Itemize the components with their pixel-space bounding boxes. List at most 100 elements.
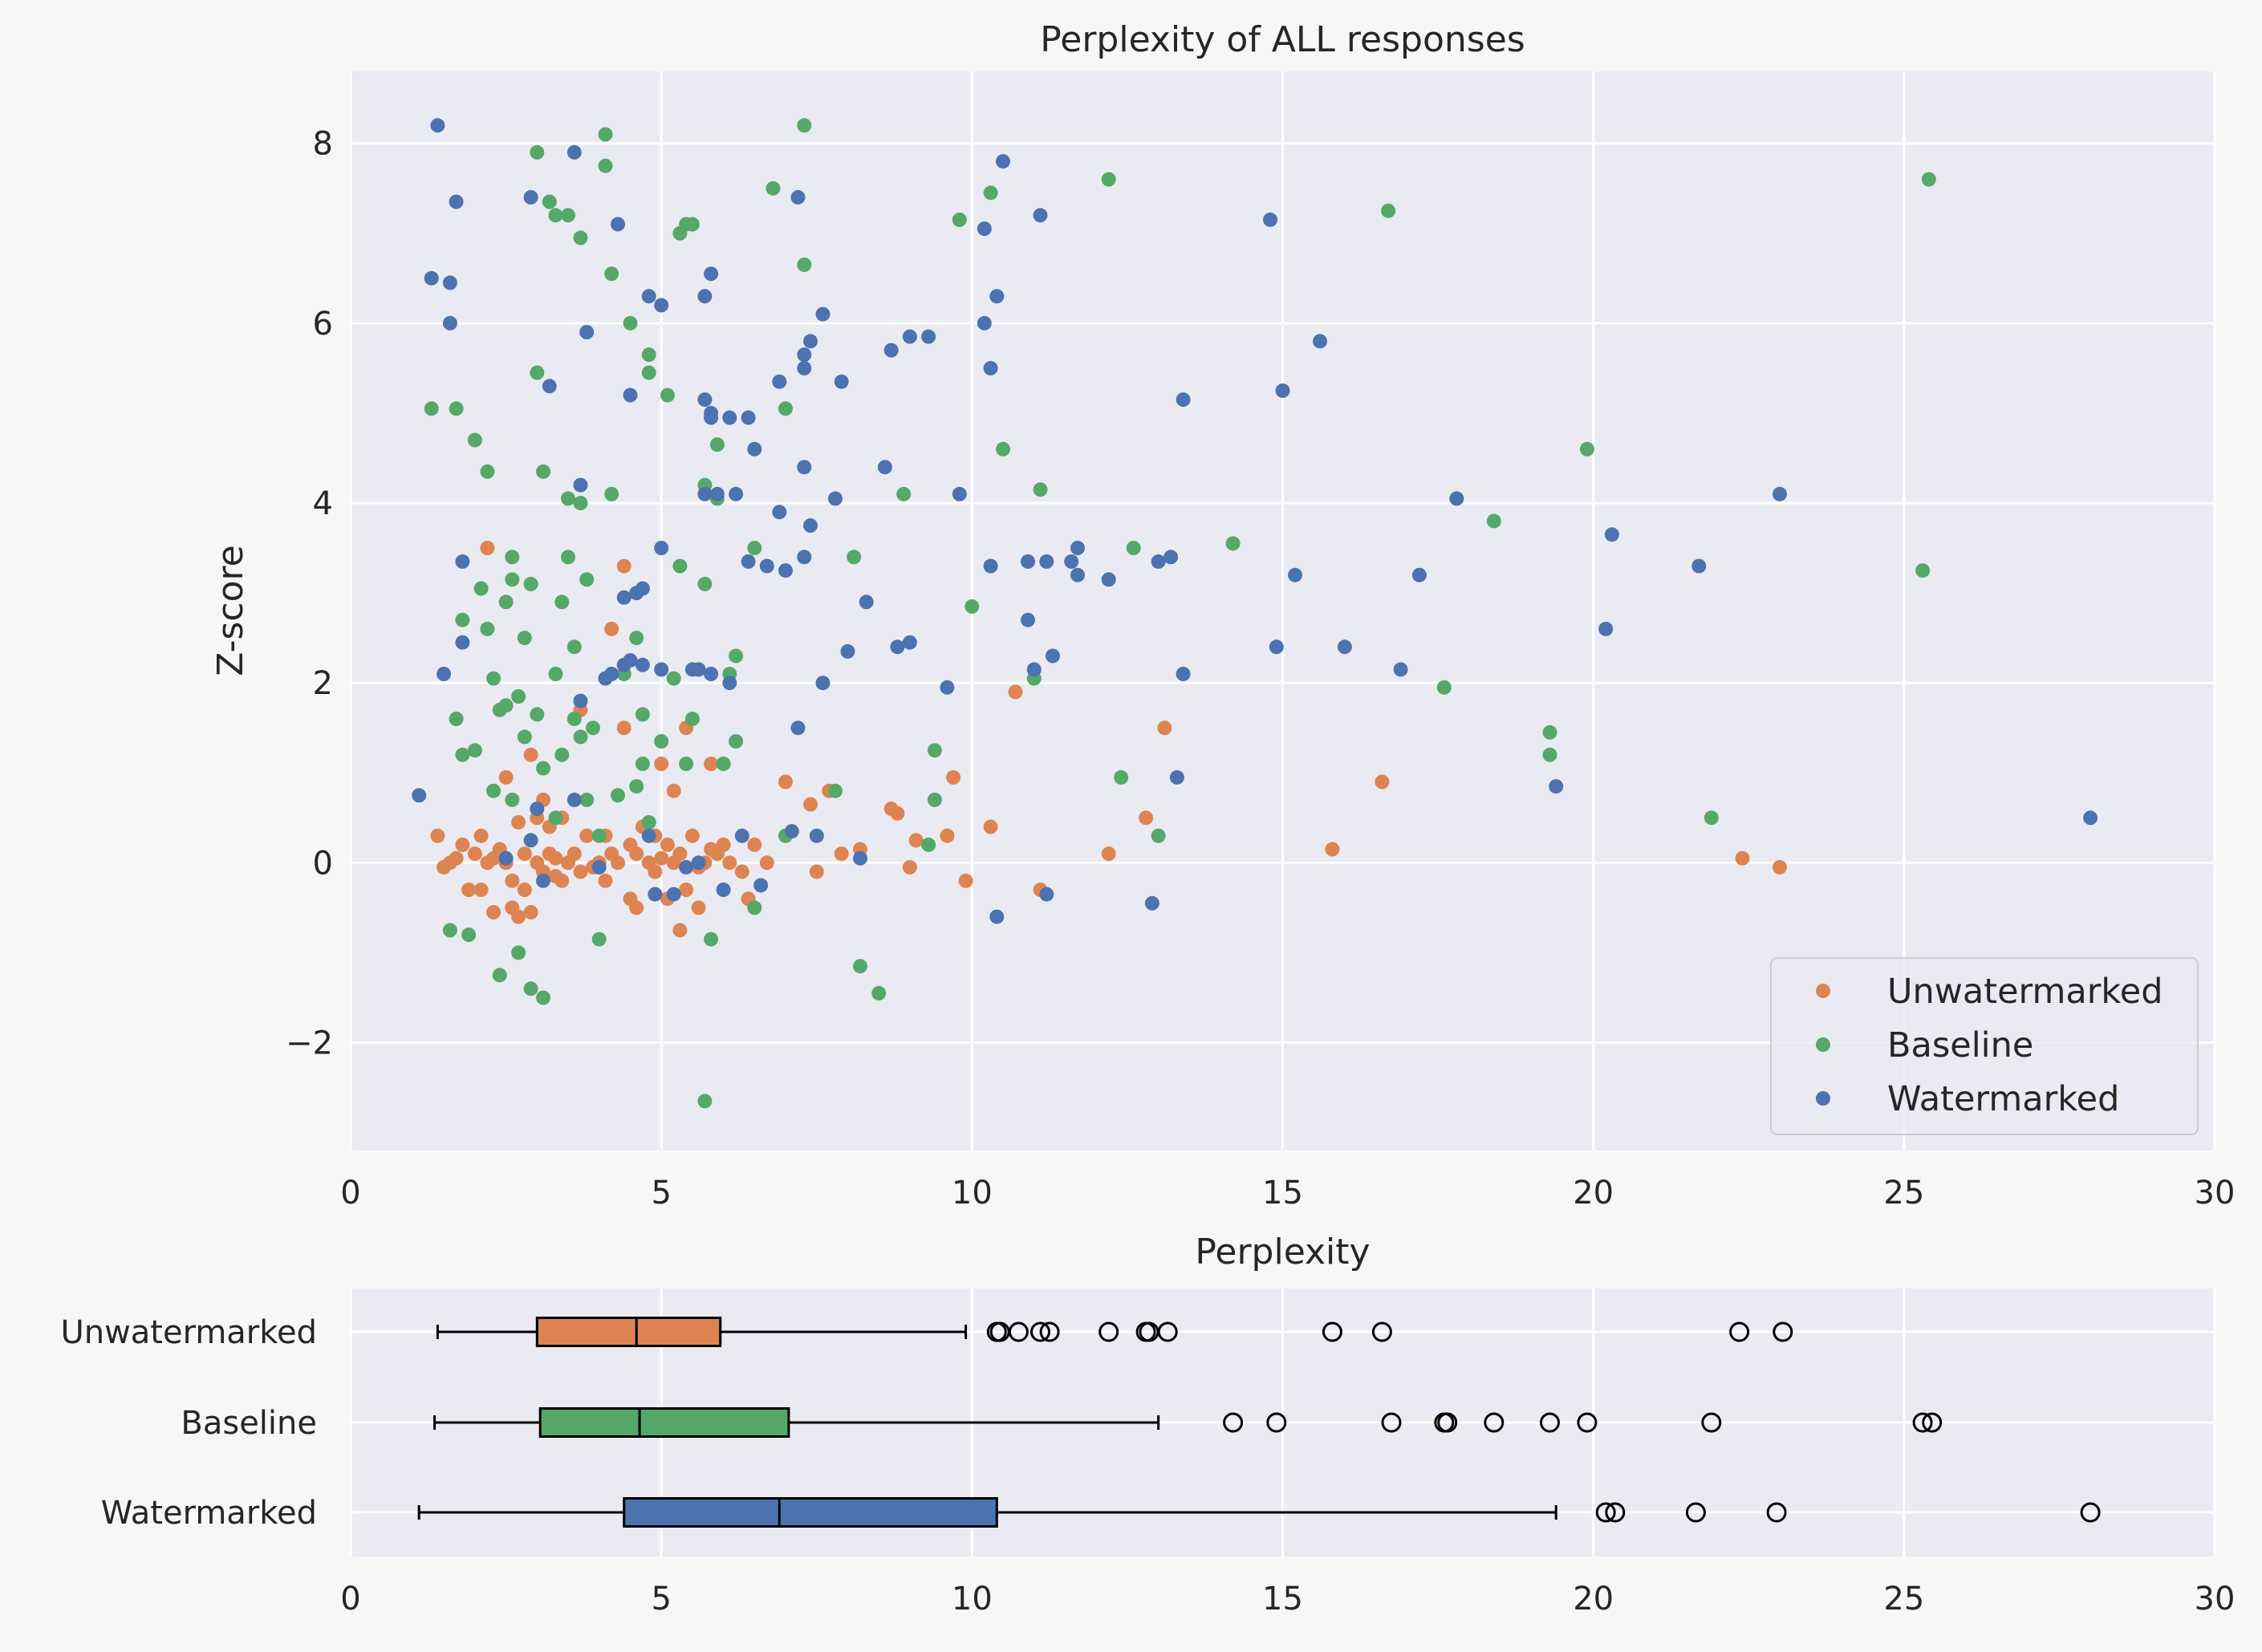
scatter-point-baseline xyxy=(523,981,538,996)
outlier-unwatermarked xyxy=(1729,1321,1750,1342)
scatter-point-watermarked xyxy=(853,850,867,866)
scatter-point-baseline xyxy=(1921,172,1936,187)
scatter-point-baseline xyxy=(573,230,588,246)
outlier-unwatermarked xyxy=(1157,1321,1178,1342)
scatter-point-watermarked xyxy=(1773,486,1787,501)
scatter-point-watermarked xyxy=(1337,639,1352,655)
scatter-point-baseline xyxy=(579,572,595,587)
outlier-unwatermarked xyxy=(1030,1321,1050,1342)
boxplot-x-tick-label: 5 xyxy=(651,1581,671,1617)
scatter-point-baseline xyxy=(548,810,563,826)
scatter-point-baseline xyxy=(896,486,912,501)
legend-marker-unwatermarked xyxy=(1816,984,1830,998)
scatter-point-watermarked xyxy=(611,217,625,232)
scatter-point-watermarked xyxy=(877,460,892,475)
box-unwatermarked xyxy=(436,1317,1793,1347)
scatter-point-watermarked xyxy=(442,315,457,331)
scatter-point-unwatermarked xyxy=(716,837,731,852)
legend-label-watermarked: Watermarked xyxy=(1887,1079,2119,1119)
scatter-point-unwatermarked xyxy=(722,855,737,871)
boxplot-category-labels: Unwatermarked Baseline Watermarked xyxy=(60,1314,317,1532)
scatter-point-baseline xyxy=(1542,747,1557,762)
scatter-point-unwatermarked xyxy=(654,757,669,771)
scatter-point-watermarked xyxy=(803,334,818,349)
scatter-point-baseline xyxy=(467,743,482,758)
scatter-x-tick-label: 5 xyxy=(651,1175,671,1212)
scatter-point-watermarked xyxy=(921,329,936,344)
scatter-point-baseline xyxy=(573,729,588,745)
outlier-baseline xyxy=(1540,1412,1560,1433)
scatter-point-baseline xyxy=(505,792,520,807)
outlier-baseline xyxy=(1922,1412,1943,1433)
scatter-x-tick-label: 20 xyxy=(1573,1175,1614,1212)
scatter-point-baseline xyxy=(530,144,545,160)
scatter-point-unwatermarked xyxy=(684,828,700,843)
scatter-y-tick-label: 6 xyxy=(313,306,333,343)
scatter-point-baseline xyxy=(554,747,570,762)
scatter-point-baseline xyxy=(828,783,843,798)
scatter-point-watermarked xyxy=(679,859,694,875)
scatter-point-baseline xyxy=(473,581,489,596)
scatter-point-watermarked xyxy=(666,887,681,902)
outlier-watermarked xyxy=(1595,1502,1616,1523)
scatter-point-baseline xyxy=(672,558,688,574)
scatter-point-baseline xyxy=(449,712,464,726)
scatter-point-baseline xyxy=(1151,828,1166,843)
scatter-point-unwatermarked xyxy=(654,850,669,866)
scatter-point-baseline xyxy=(517,729,532,745)
scatter-point-baseline xyxy=(542,194,557,209)
scatter-point-unwatermarked xyxy=(679,883,694,897)
scatter-point-baseline xyxy=(480,464,495,479)
scatter-point-watermarked xyxy=(1269,639,1284,655)
scatter-point-watermarked xyxy=(797,460,812,475)
scatter-point-watermarked xyxy=(790,189,806,205)
scatter-point-watermarked xyxy=(809,828,824,843)
scatter-point-watermarked xyxy=(1549,779,1564,794)
scatter-point-watermarked xyxy=(1169,769,1184,785)
outlier-baseline xyxy=(1577,1412,1598,1433)
scatter-y-tick-label: −2 xyxy=(286,1025,333,1062)
scatter-point-unwatermarked xyxy=(567,846,582,862)
scatter-point-baseline xyxy=(697,576,713,591)
scatter-point-baseline xyxy=(536,761,550,776)
boxplot-x-tick-label: 20 xyxy=(1573,1581,1614,1617)
scatter-point-baseline xyxy=(505,572,520,587)
scatter-point-baseline xyxy=(1126,541,1141,555)
scatter-point-baseline xyxy=(684,712,700,726)
scatter-point-baseline xyxy=(684,217,700,232)
scatter-point-baseline xyxy=(1542,725,1557,740)
scatter-point-watermarked xyxy=(424,270,439,286)
scatter-point-watermarked xyxy=(722,676,737,691)
scatter-point-watermarked xyxy=(697,289,713,304)
scatter-point-baseline xyxy=(573,496,588,510)
scatter-point-unwatermarked xyxy=(461,883,477,897)
scatter-point-watermarked xyxy=(567,792,582,807)
scatter-point-watermarked xyxy=(1039,554,1054,569)
scatter-point-watermarked xyxy=(797,360,812,375)
scatter-point-unwatermarked xyxy=(1325,842,1340,857)
scatter-point-watermarked xyxy=(1288,567,1302,582)
scatter-point-watermarked xyxy=(952,486,967,501)
scatter-point-unwatermarked xyxy=(1773,859,1787,875)
scatter-point-baseline xyxy=(797,258,812,272)
scatter-point-unwatermarked xyxy=(523,747,538,762)
scatter-point-baseline xyxy=(729,734,744,749)
scatter-point-watermarked xyxy=(697,392,713,408)
scatter-point-baseline xyxy=(1101,172,1116,187)
scatter-point-unwatermarked xyxy=(554,873,570,888)
scatter-point-baseline xyxy=(704,932,719,947)
scatter-point-watermarked xyxy=(654,298,669,313)
boxplot-x-tick-labels: 0 5 10 15 20 25 30 xyxy=(340,1581,2235,1617)
scatter-point-baseline xyxy=(604,266,619,282)
scatter-point-watermarked xyxy=(654,541,669,555)
scatter-point-baseline xyxy=(1579,441,1594,457)
scatter-point-watermarked xyxy=(567,144,582,160)
scatter-point-baseline xyxy=(778,401,793,416)
scatter-point-baseline xyxy=(611,788,625,803)
scatter-point-baseline xyxy=(964,599,980,614)
scatter-y-tick-label: 2 xyxy=(313,665,333,702)
scatter-point-unwatermarked xyxy=(517,846,532,862)
scatter-point-baseline xyxy=(1436,680,1452,695)
scatter-point-watermarked xyxy=(616,590,631,605)
scatter-point-watermarked xyxy=(784,824,799,839)
